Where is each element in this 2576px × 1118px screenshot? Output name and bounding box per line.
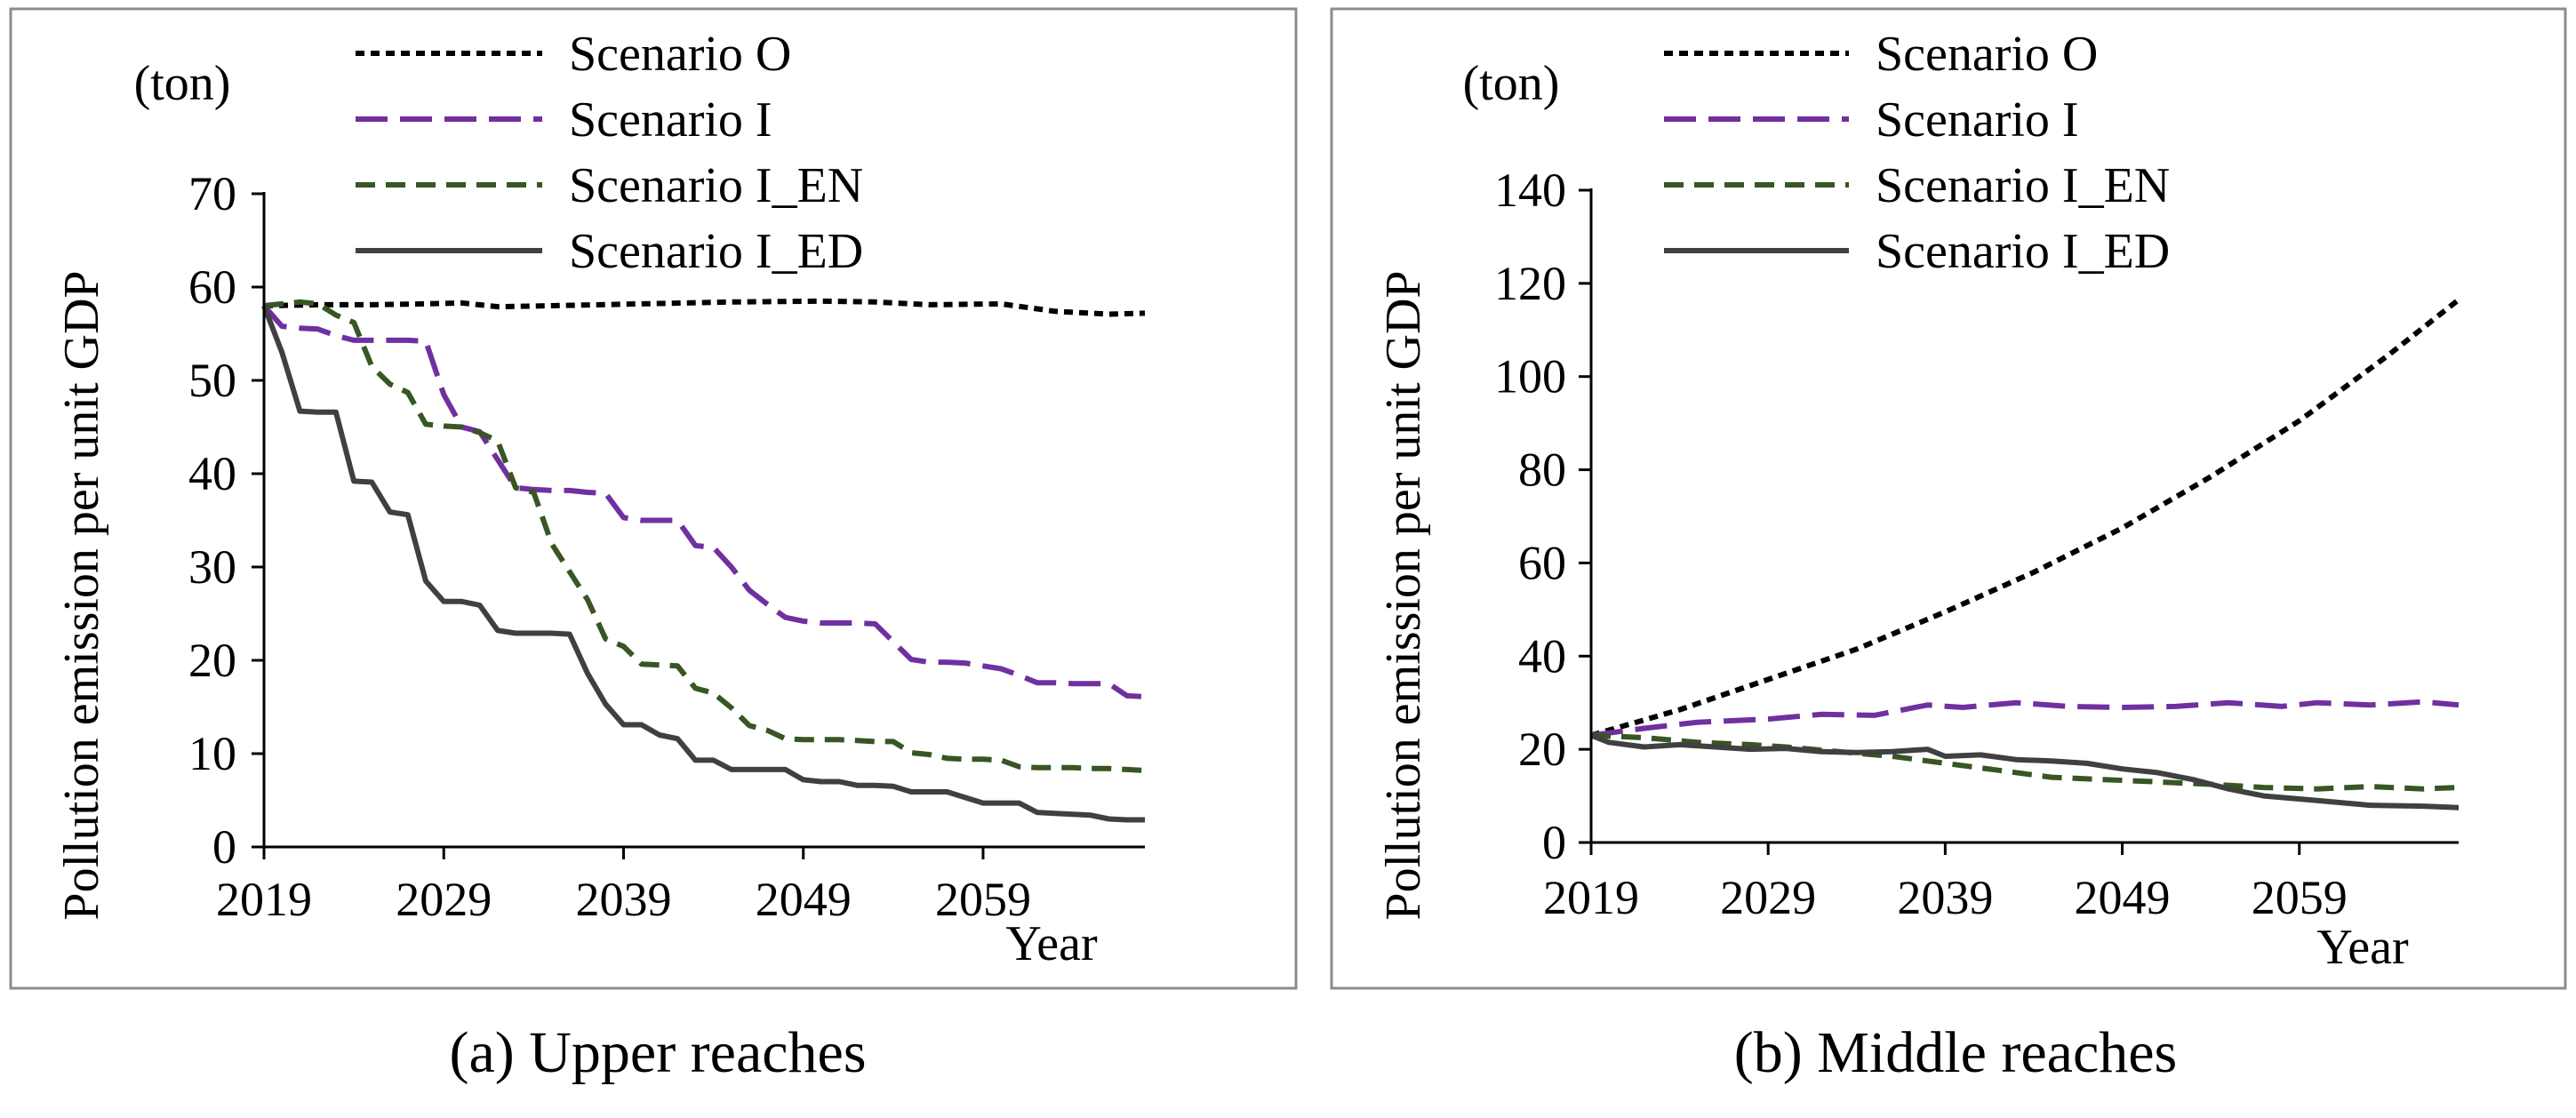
series-line-middle-scenario-o xyxy=(1590,297,2460,739)
panel-frame-middle xyxy=(1330,7,2567,990)
x-tick-label-middle-2029: 2029 xyxy=(1720,871,1816,924)
y-axis-ticks-upper: 0 10 20 30 40 50 60 70 2019 2029 2039 2049 2059 xyxy=(188,167,1031,926)
x-tick-label-middle-2039: 2039 xyxy=(1897,871,1993,924)
y-tick-label-middle-80: 80 xyxy=(1518,443,1566,497)
legend-label-middle-scenario-i-en: Scenario I_EN xyxy=(1876,158,2170,213)
y-tick-label-upper-70: 70 xyxy=(188,167,236,220)
x-tick-label-upper-2059: 2059 xyxy=(935,873,1031,926)
legend-label-upper-scenario-i-en: Scenario I_EN xyxy=(569,158,863,213)
panel-upper-reaches: 0 10 20 30 40 50 60 70 2019 2029 2039 2049 2059 Scen… xyxy=(9,7,1298,1085)
panel-middle-reaches: 0 20 40 60 80 100 120 140 2019 2029 2039 2049 2059 S… xyxy=(1330,7,2567,1085)
caption-upper-reaches: (a) Upper reaches xyxy=(449,1020,866,1085)
y-tick-label-middle-40: 40 xyxy=(1518,629,1566,683)
series-line-upper-scenario-o xyxy=(263,298,1146,317)
y-tick-label-middle-60: 60 xyxy=(1518,536,1566,589)
y-tick-label-upper-10: 10 xyxy=(188,727,236,780)
legend-label-upper-scenario-o: Scenario O xyxy=(569,27,791,82)
y-tick-label-upper-50: 50 xyxy=(188,354,236,407)
x-tick-label-middle-2019: 2019 xyxy=(1543,871,1639,924)
series-line-middle-scenario-i-ed xyxy=(1589,732,2460,811)
series-layer-upper xyxy=(261,298,1146,823)
axes-layer-upper xyxy=(262,192,1145,849)
x-axis-label-middle: Year xyxy=(2316,920,2409,975)
series-line-upper-scenario-i-en xyxy=(263,299,1146,773)
series-line-upper-scenario-i-ed xyxy=(261,304,1145,823)
x-tick-label-middle-2059: 2059 xyxy=(2252,871,2348,924)
y-tick-label-upper-20: 20 xyxy=(188,634,236,687)
legend-label-middle-scenario-o: Scenario O xyxy=(1876,27,2098,82)
y-tick-label-upper-60: 60 xyxy=(188,260,236,314)
x-tick-label-upper-2019: 2019 xyxy=(216,873,312,926)
legend-label-upper-scenario-i-ed: Scenario I_ED xyxy=(569,224,863,279)
axes-layer-middle xyxy=(1589,188,2459,844)
y-tick-label-middle-0: 0 xyxy=(1542,816,1566,869)
legend-upper: Scenario O Scenario I Scenario I_EN Scenari… xyxy=(356,27,863,279)
legend-label-middle-scenario-i-ed: Scenario I_ED xyxy=(1876,224,2170,279)
x-tick-label-middle-2049: 2049 xyxy=(2075,871,2171,924)
series-layer-middle xyxy=(1589,297,2460,811)
x-tick-label-upper-2049: 2049 xyxy=(756,873,852,926)
y-tick-label-middle-120: 120 xyxy=(1494,257,1566,310)
y-tick-label-upper-0: 0 xyxy=(212,820,236,874)
series-line-upper-scenario-i xyxy=(261,304,1146,699)
x-axis-label-upper: Year xyxy=(1005,916,1098,971)
unit-label-middle: (ton) xyxy=(1463,56,1560,111)
y-axis-label-upper: Pollution emission per unit GDP xyxy=(54,270,109,920)
legend-middle: Scenario O Scenario I Scenario I_EN Scenari… xyxy=(1664,27,2170,279)
series-line-middle-scenario-i xyxy=(1590,699,2460,739)
panel-frame-upper xyxy=(9,7,1298,990)
y-axis-ticks-middle: 0 20 40 60 80 100 120 140 2019 2029 2039 2049 2059 xyxy=(1494,164,2348,924)
y-tick-label-middle-100: 100 xyxy=(1494,350,1566,403)
caption-middle-reaches: (b) Middle reaches xyxy=(1734,1020,2177,1085)
y-tick-label-upper-30: 30 xyxy=(188,540,236,594)
y-axis-label-middle: Pollution emission per unit GDP xyxy=(1376,270,1431,920)
x-tick-label-upper-2029: 2029 xyxy=(396,873,492,926)
y-tick-label-upper-40: 40 xyxy=(188,447,236,500)
legend-label-middle-scenario-i: Scenario I xyxy=(1876,92,2079,148)
x-tick-label-upper-2039: 2039 xyxy=(575,873,671,926)
legend-label-upper-scenario-i: Scenario I xyxy=(569,92,772,148)
y-tick-label-middle-20: 20 xyxy=(1518,723,1566,776)
series-line-middle-scenario-i-en xyxy=(1590,732,2460,792)
unit-label-upper: (ton) xyxy=(134,56,231,111)
y-tick-label-middle-140: 140 xyxy=(1494,164,1566,217)
